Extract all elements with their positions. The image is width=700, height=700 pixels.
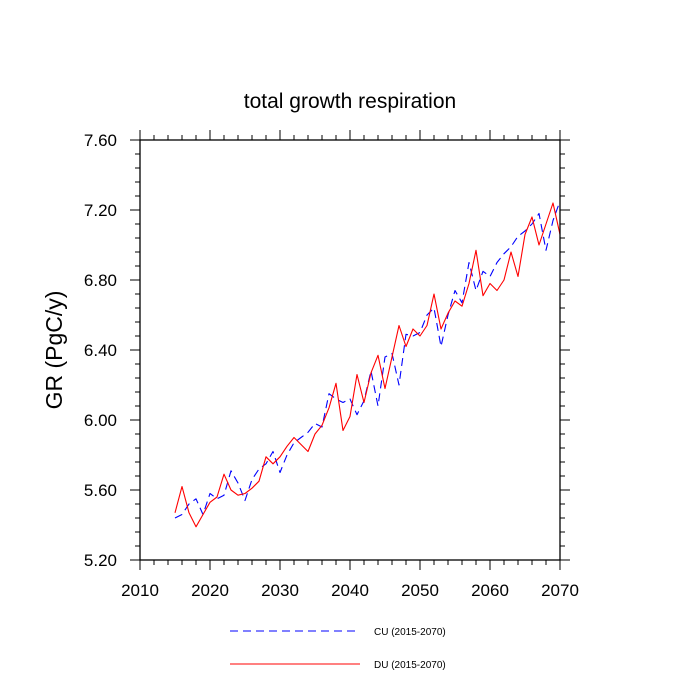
series-line-cu <box>174 201 561 519</box>
legend-label-du: DU (2015-2070) <box>374 660 446 671</box>
tick-layer: 2010 2020 2030 2040 2050 2060 2070 5.20 5.60 6.00… <box>84 130 579 600</box>
y-tick-label: 7.60 <box>84 131 117 150</box>
x-tick-label: 2030 <box>261 581 299 600</box>
legend: CU (2015-2070) DU (2015-2070) <box>230 627 446 671</box>
y-tick-label: 7.20 <box>84 201 117 220</box>
x-tick-label: 2050 <box>401 581 439 600</box>
y-tick-label: 5.20 <box>84 551 117 570</box>
x-tick-label: 2070 <box>541 581 579 600</box>
y-tick-label: 6.80 <box>84 271 117 290</box>
plot-frame <box>139 139 561 561</box>
series-layer <box>174 201 561 528</box>
y-axis-label: GR (PgC/y) <box>41 291 67 410</box>
y-tick-label: 5.60 <box>84 481 117 500</box>
x-tick-label: 2040 <box>331 581 369 600</box>
x-tick-label: 2060 <box>471 581 509 600</box>
chart-title: total growth respiration <box>244 90 456 113</box>
x-tick-label: 2010 <box>121 581 159 600</box>
legend-label-cu: CU (2015-2070) <box>374 627 446 638</box>
y-tick-label: 6.00 <box>84 411 117 430</box>
x-tick-label: 2020 <box>191 581 229 600</box>
y-tick-label: 6.40 <box>84 341 117 360</box>
series-line-du <box>174 202 561 528</box>
